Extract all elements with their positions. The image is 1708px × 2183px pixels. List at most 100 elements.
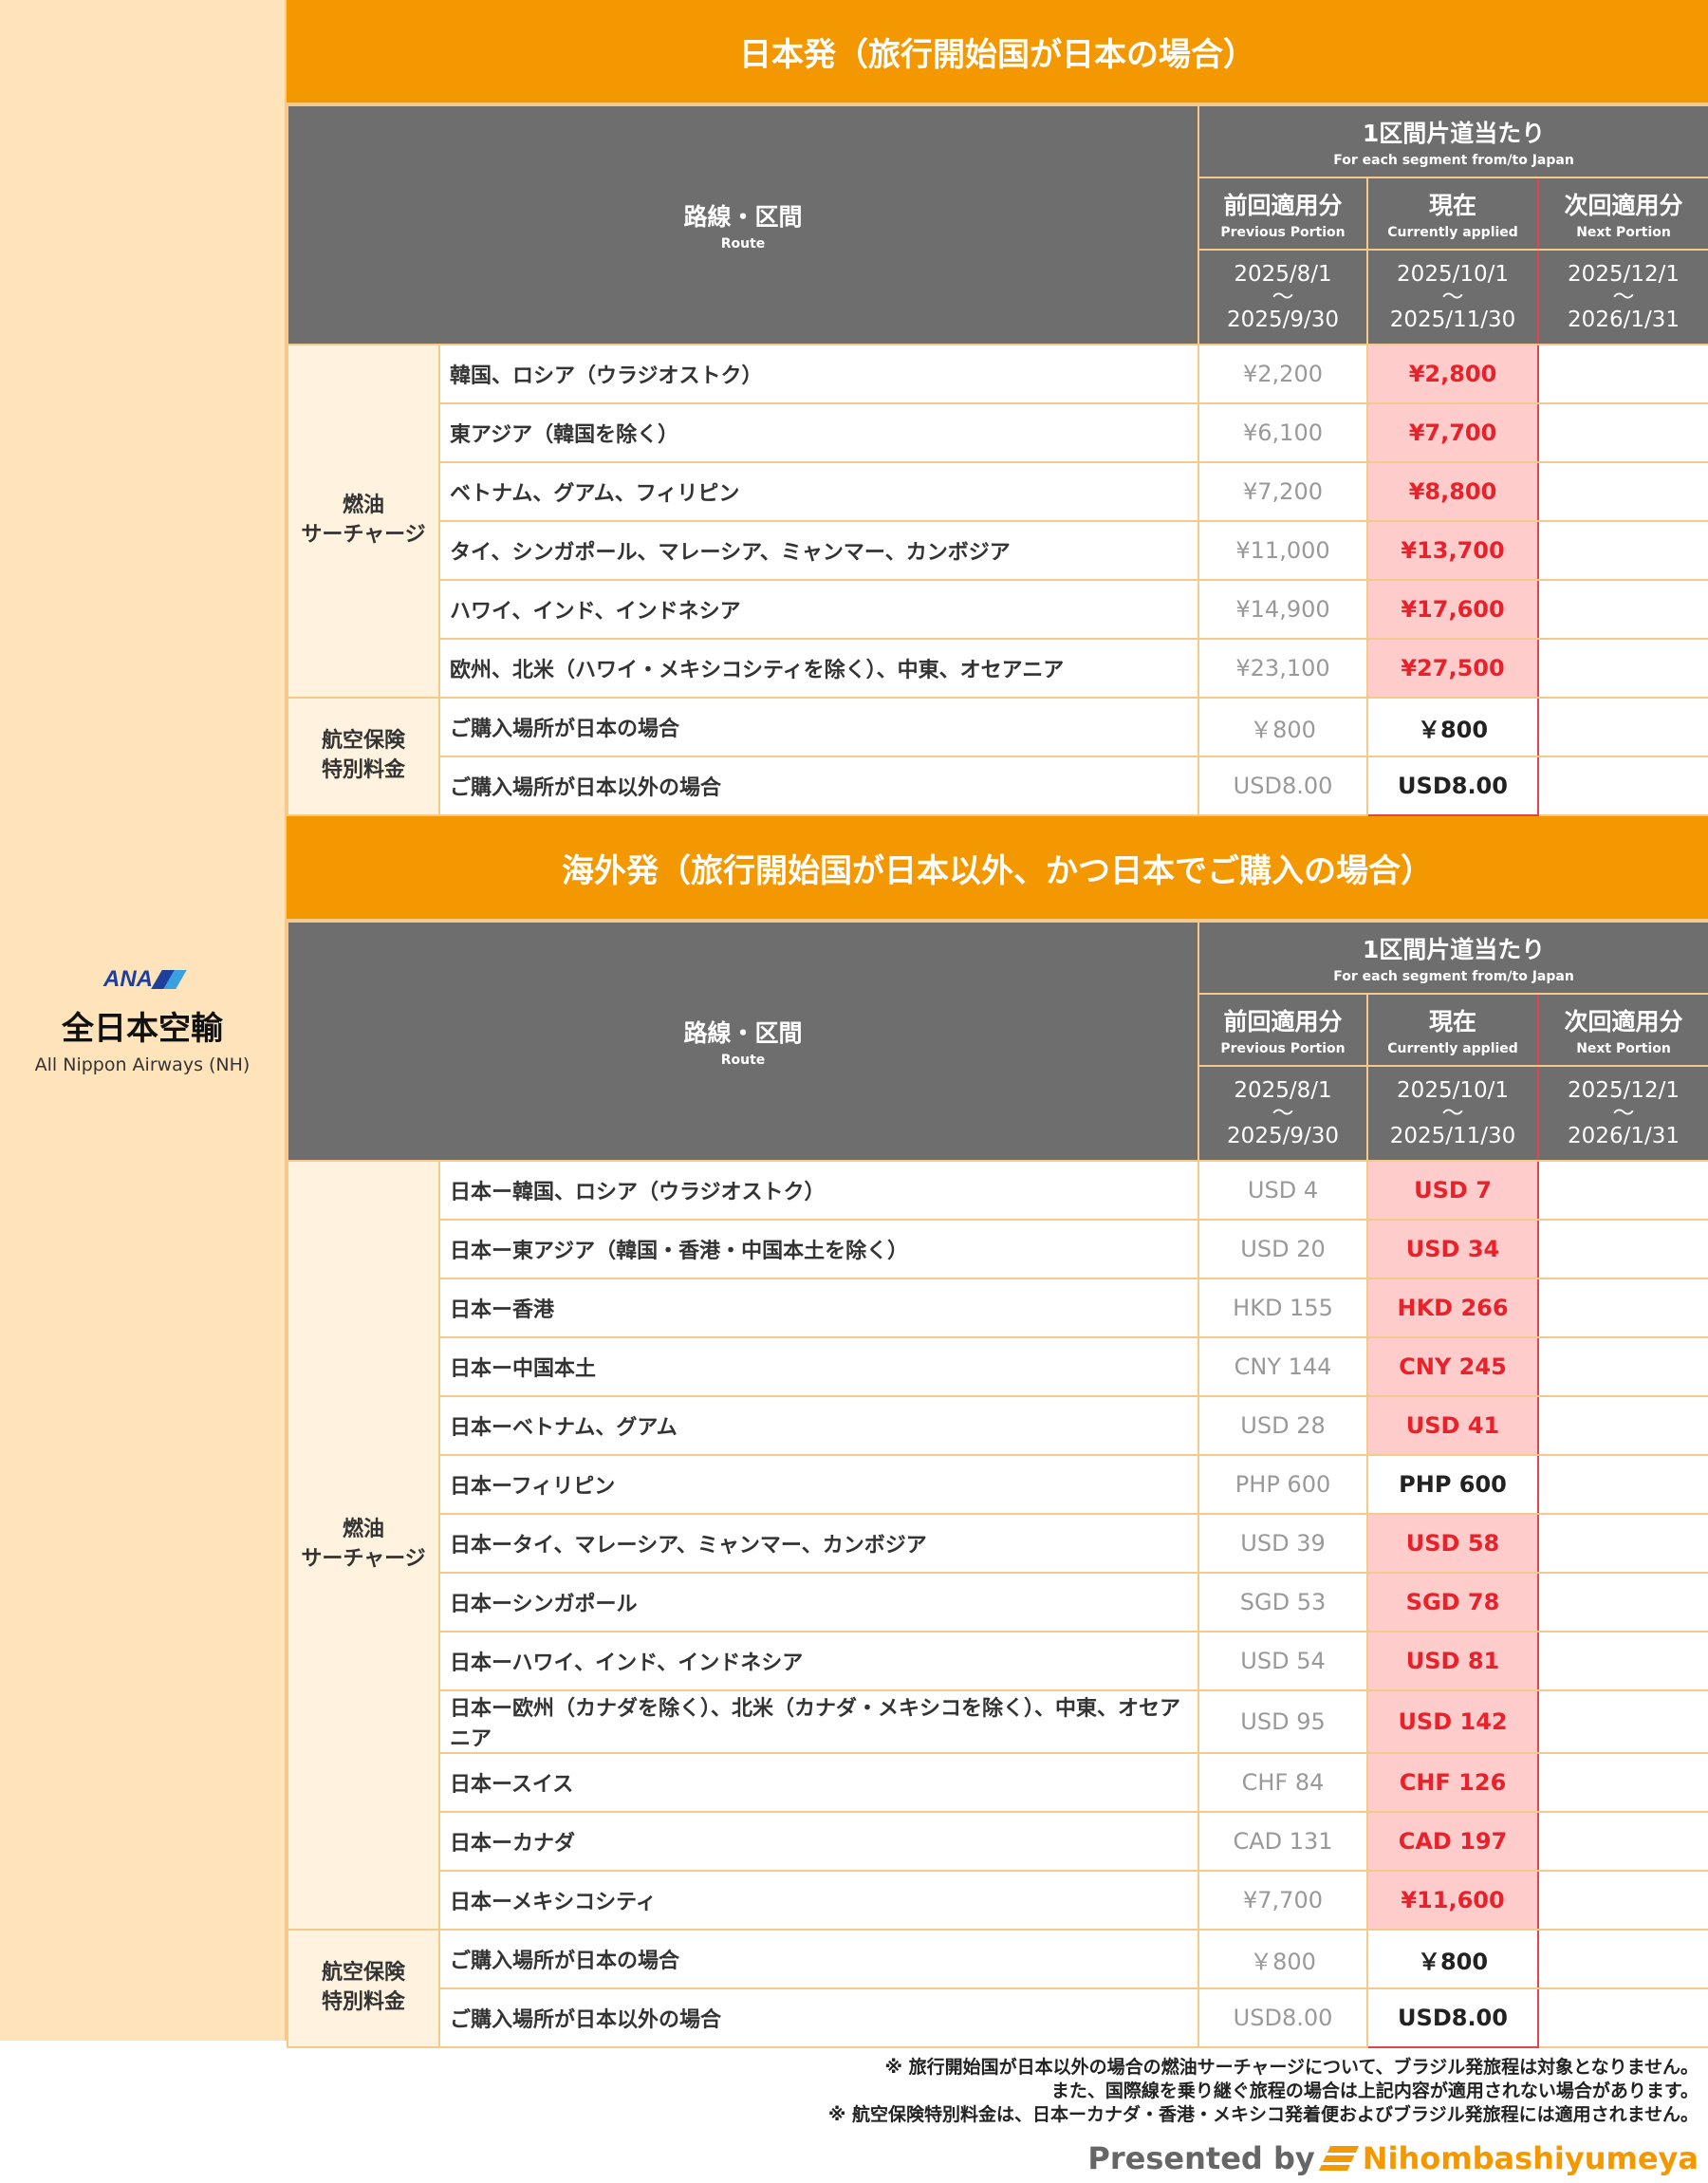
airline-name-en: All Nippon Airways (NH) — [34, 1054, 251, 1075]
route-header-en: Route — [720, 236, 766, 252]
current-period: 2025/10/1 ～ 2025/11/30 — [1366, 249, 1540, 345]
category-cell: 燃油 サーチャージ — [287, 1160, 440, 1931]
current-value: USD 7 — [1366, 1160, 1540, 1221]
next-value — [1537, 756, 1708, 816]
current-value: SGD 78 — [1366, 1572, 1540, 1633]
previous-value: ¥2,200 — [1197, 344, 1369, 404]
next-header: 次回適用分 Next Portion — [1537, 993, 1708, 1067]
next-value — [1537, 1689, 1708, 1754]
date-to: 2026/1/31 — [1568, 308, 1680, 333]
table-row: 日本ー東アジア（韓国・香港・中国本土を除く） USD 20 USD 34 — [288, 1219, 1708, 1279]
table-row: 欧州、北米（ハワイ・メキシコシティを除く）、中東、オセアニア ¥23,100 ¥27… — [288, 638, 1708, 699]
next-value — [1537, 1219, 1708, 1279]
category-cell: 航空保険 特別料金 — [287, 1929, 440, 2048]
table-row: 東アジア（韓国を除く） ¥6,100 ¥7,700 — [288, 402, 1708, 463]
brand-name: Nihombashiyumeya — [1362, 2140, 1699, 2176]
footnote: ※ 旅行開始国が日本以外の場合の燃油サーチャージについて、ブラジル発旅程は対象と… — [884, 2057, 1699, 2078]
cur-en: Currently applied — [1387, 225, 1518, 240]
surcharge-tables: 日本発（旅行開始国が日本の場合） 路線・区間 Route 1区間片道当たり For e… — [286, 0, 1708, 2048]
tilde: ～ — [1612, 284, 1635, 309]
table-row: 日本ーフィリピン PHP 600 PHP 600 — [288, 1454, 1708, 1515]
route-header-jp: 路線・区間 — [683, 1019, 803, 1047]
date-from: 2025/12/1 — [1568, 1077, 1680, 1103]
table-row: 日本ー中国本土 CNY 144 CNY 245 — [288, 1336, 1708, 1397]
table-row: ご購入場所が日本以外の場合 USD8.00 USD8.00 — [288, 756, 1708, 816]
previous-value: USD 28 — [1197, 1395, 1369, 1456]
current-value: ¥8,800 — [1366, 461, 1540, 522]
table-row: 燃油 サーチャージ 韓国、ロシア（ウラジオストク） ¥2,200 ¥2,800 — [287, 344, 1708, 699]
prev-period: 2025/8/1 ～ 2025/9/30 — [1197, 249, 1369, 345]
current-value: ¥11,600 — [1366, 1870, 1540, 1931]
next-value — [1537, 1752, 1708, 1813]
date-to: 2025/11/30 — [1389, 308, 1516, 333]
date-from: 2025/8/1 — [1234, 1077, 1332, 1103]
next-value — [1537, 697, 1708, 757]
credit: Presented by Nihombashiyumeya — [0, 2140, 1699, 2176]
date-to: 2026/1/31 — [1568, 1124, 1680, 1149]
tilde: ～ — [1441, 284, 1464, 309]
current-period: 2025/10/1 ～ 2025/11/30 — [1366, 1065, 1540, 1162]
route-cell: ハワイ、インド、インドネシア — [437, 579, 1200, 640]
route-cell: 日本ーカナダ — [437, 1811, 1200, 1872]
previous-value: SGD 53 — [1197, 1572, 1369, 1633]
route-cell: 日本ー香港 — [437, 1278, 1200, 1338]
table-row: 日本ータイ、マレーシア、ミャンマー、カンボジア USD 39 USD 58 — [288, 1513, 1708, 1574]
current-value: ¥2,800 — [1366, 344, 1540, 404]
route-header: 路線・区間 Route — [286, 921, 1200, 1162]
next-jp: 次回適用分 — [1564, 1008, 1683, 1036]
next-value — [1537, 1929, 1708, 1989]
route-cell: 日本ーハワイ、インド、インドネシア — [437, 1631, 1200, 1691]
current-value: USD 142 — [1366, 1689, 1540, 1754]
current-value: PHP 600 — [1366, 1454, 1540, 1515]
date-from: 2025/10/1 — [1397, 1077, 1509, 1103]
section-title: 日本発（旅行開始国が日本の場合） — [287, 0, 1708, 104]
table-row: ベトナム、グアム、フィリピン ¥7,200 ¥8,800 — [288, 461, 1708, 522]
current-value: USD 34 — [1366, 1219, 1540, 1279]
prev-en: Previous Portion — [1220, 1041, 1346, 1056]
current-value: USD 41 — [1366, 1395, 1540, 1456]
current-value: CNY 245 — [1366, 1336, 1540, 1397]
table-row: 日本ーシンガポール SGD 53 SGD 78 — [288, 1572, 1708, 1633]
prev-en: Previous Portion — [1220, 225, 1346, 240]
next-value — [1537, 1811, 1708, 1872]
previous-value: HKD 155 — [1197, 1278, 1369, 1338]
surcharge-table: 路線・区間 Route 1区間片道当たり For each segment from… — [286, 921, 1708, 2048]
next-value — [1537, 461, 1708, 522]
previous-value: ¥7,700 — [1197, 1870, 1369, 1931]
current-value: ¥7,700 — [1366, 402, 1540, 463]
previous-value: ¥23,100 — [1197, 638, 1369, 699]
airline-name-jp: 全日本空輸 — [62, 1009, 223, 1048]
airline-panel: ANA 全日本空輸 All Nippon Airways (NH) — [0, 0, 287, 2041]
table-row: 日本ー香港 HKD 155 HKD 266 — [288, 1278, 1708, 1338]
next-value — [1537, 1572, 1708, 1633]
previous-value: USD 4 — [1197, 1160, 1369, 1221]
previous-value: CHF 84 — [1197, 1752, 1369, 1813]
route-cell: 日本ータイ、マレーシア、ミャンマー、カンボジア — [437, 1513, 1200, 1574]
current-value: USD 58 — [1366, 1513, 1540, 1574]
route-cell: 日本ー韓国、ロシア（ウラジオストク） — [437, 1160, 1200, 1221]
segment-header: 1区間片道当たり For each segment from/to Japan — [1197, 104, 1708, 178]
cur-jp: 現在 — [1429, 192, 1477, 219]
previous-value: ¥7,200 — [1197, 461, 1369, 522]
next-value — [1537, 1395, 1708, 1456]
previous-value: ￥800 — [1197, 697, 1369, 757]
previous-value: USD 95 — [1197, 1689, 1369, 1754]
table-row: 日本ーハワイ、インド、インドネシア USD 54 USD 81 — [288, 1631, 1708, 1691]
route-cell: ご購入場所が日本以外の場合 — [437, 756, 1200, 816]
table-row: 燃油 サーチャージ 日本ー韓国、ロシア（ウラジオストク） USD 4 USD 7 — [287, 1160, 1708, 1931]
date-from: 2025/10/1 — [1397, 261, 1509, 287]
next-value — [1537, 1987, 1708, 2048]
tilde: ～ — [1272, 284, 1294, 309]
footnote: また、国際線を乗り継ぐ旅程の場合は上記内容が適用されない場合があります。 — [1050, 2080, 1699, 2101]
previous-value: USD8.00 — [1197, 1987, 1369, 2048]
current-value: ¥27,500 — [1366, 638, 1540, 699]
current-value: USD8.00 — [1366, 1987, 1540, 2048]
next-value — [1537, 579, 1708, 640]
table-row: ハワイ、インド、インドネシア ¥14,900 ¥17,600 — [288, 579, 1708, 640]
segment-jp: 1区間片道当たり — [1362, 936, 1546, 963]
ana-logo: ANA — [103, 966, 187, 993]
table-row: タイ、シンガポール、マレーシア、ミャンマー、カンボジア ¥11,000 ¥13,70… — [288, 520, 1708, 581]
next-en: Next Portion — [1576, 1041, 1671, 1056]
current-value: ￥800 — [1366, 697, 1540, 757]
tilde: ～ — [1612, 1100, 1635, 1126]
